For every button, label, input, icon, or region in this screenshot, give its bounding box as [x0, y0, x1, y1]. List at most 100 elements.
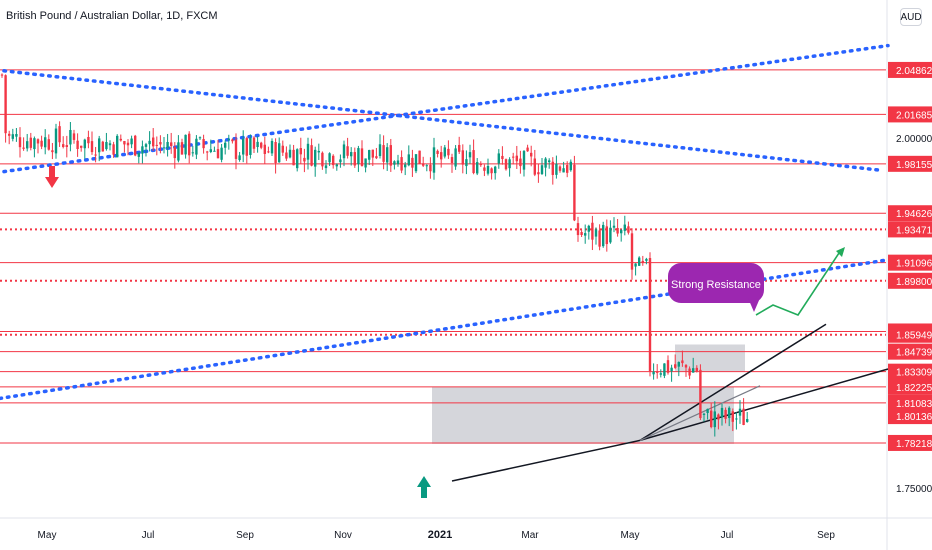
candle [299, 137, 302, 164]
candle-body [555, 163, 558, 175]
candle [242, 130, 245, 163]
candle-body [443, 147, 446, 157]
candle [634, 263, 637, 276]
candle [112, 141, 115, 158]
candle [551, 157, 554, 185]
candle-body [587, 225, 590, 232]
candle [450, 153, 454, 173]
candle [562, 161, 565, 173]
candle [630, 228, 634, 280]
candle-body [375, 156, 378, 159]
candle-body [213, 150, 216, 152]
candle-body [177, 142, 180, 161]
candle [728, 406, 731, 427]
candle-body [198, 137, 202, 139]
candle-body [411, 157, 414, 168]
candle [101, 140, 104, 152]
candle-body [519, 158, 522, 167]
candle [357, 145, 360, 172]
price-label-bg [888, 363, 932, 380]
candle-body [310, 145, 313, 166]
candle [404, 161, 407, 176]
candle-body [742, 408, 745, 425]
candle [623, 215, 626, 236]
candle [335, 163, 338, 171]
candle [422, 156, 425, 168]
candle [274, 138, 277, 174]
candle-body [702, 413, 706, 415]
candle-body [80, 145, 83, 148]
candle-body [202, 139, 205, 149]
candle-body [15, 134, 18, 137]
currency-button[interactable]: AUD [900, 8, 922, 26]
candle [162, 136, 166, 154]
candle [699, 364, 702, 421]
black-support-line-3 [639, 368, 889, 442]
candle [227, 134, 230, 150]
time-label: Jul [142, 530, 155, 541]
candle-body [123, 141, 126, 145]
candle [155, 136, 158, 156]
candle [328, 152, 331, 167]
candle-body [33, 138, 36, 150]
candle [666, 355, 670, 375]
candle [234, 133, 238, 170]
candle-body [674, 364, 677, 368]
candle-body [418, 150, 421, 164]
candle-body [735, 418, 738, 420]
price-label-text: 2.04862 [896, 66, 932, 77]
candle-body [497, 153, 500, 164]
candle [130, 135, 133, 149]
candle-body [296, 149, 299, 169]
price-label: 1.81083 [888, 394, 932, 411]
time-axis: May Jul Sep Nov 2021 Mar May Jul Sep [38, 529, 836, 541]
candle-body [440, 152, 443, 160]
candle [587, 224, 590, 240]
candle [548, 158, 551, 169]
candle-body [357, 148, 360, 165]
candle [396, 154, 400, 167]
candle [720, 403, 724, 426]
candle [382, 135, 385, 170]
candle-body [717, 414, 720, 420]
candle-body [389, 145, 392, 166]
candle-body [504, 159, 508, 170]
candle-body [148, 140, 151, 145]
candle [526, 144, 529, 152]
price-label-bg [888, 378, 932, 395]
candle-body [580, 232, 583, 235]
candle [137, 152, 140, 164]
candle-body [8, 133, 11, 136]
candle-body [695, 367, 698, 371]
candle-body [468, 152, 472, 158]
candle [436, 149, 439, 158]
candle [472, 139, 475, 175]
candle-body [414, 154, 418, 172]
price-label-text: 1.89800 [896, 277, 932, 288]
candle-body [119, 138, 122, 141]
price-label: 1.98155 [888, 155, 932, 172]
candle-body [144, 144, 148, 147]
candle-body [191, 152, 194, 154]
time-label: Sep [236, 530, 254, 541]
candle [353, 147, 356, 168]
candle-body [4, 75, 7, 134]
candle-body [72, 133, 76, 140]
candle [566, 161, 569, 178]
candle [458, 136, 461, 155]
candle [368, 149, 371, 166]
projection-path [755, 249, 842, 316]
candle [47, 134, 50, 151]
candle [231, 138, 234, 144]
candle [508, 157, 511, 177]
candle [522, 150, 526, 177]
price-label: 2.04862 [888, 61, 932, 78]
time-label: 2021 [428, 529, 452, 541]
candle [425, 164, 428, 172]
candle [555, 155, 558, 179]
candle [504, 158, 508, 171]
price-label: 2.01685 [888, 106, 932, 123]
candle [108, 140, 112, 151]
candle-body [0, 74, 4, 76]
